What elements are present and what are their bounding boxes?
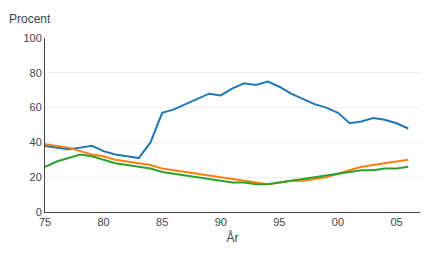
svg-text:60: 60 <box>30 101 42 113</box>
svg-text:100: 100 <box>23 32 41 44</box>
svg-text:95: 95 <box>273 216 285 228</box>
svg-text:80: 80 <box>30 67 42 79</box>
svg-text:År: År <box>227 230 239 245</box>
svg-text:80: 80 <box>97 216 109 228</box>
svg-text:20: 20 <box>30 171 42 183</box>
svg-text:05: 05 <box>390 216 402 228</box>
svg-text:40: 40 <box>30 136 42 148</box>
svg-text:75: 75 <box>39 216 51 228</box>
svg-text:85: 85 <box>156 216 168 228</box>
svg-text:90: 90 <box>215 216 227 228</box>
svg-text:Procent: Procent <box>9 12 51 26</box>
svg-text:00: 00 <box>332 216 344 228</box>
svg-text:0: 0 <box>36 206 42 218</box>
